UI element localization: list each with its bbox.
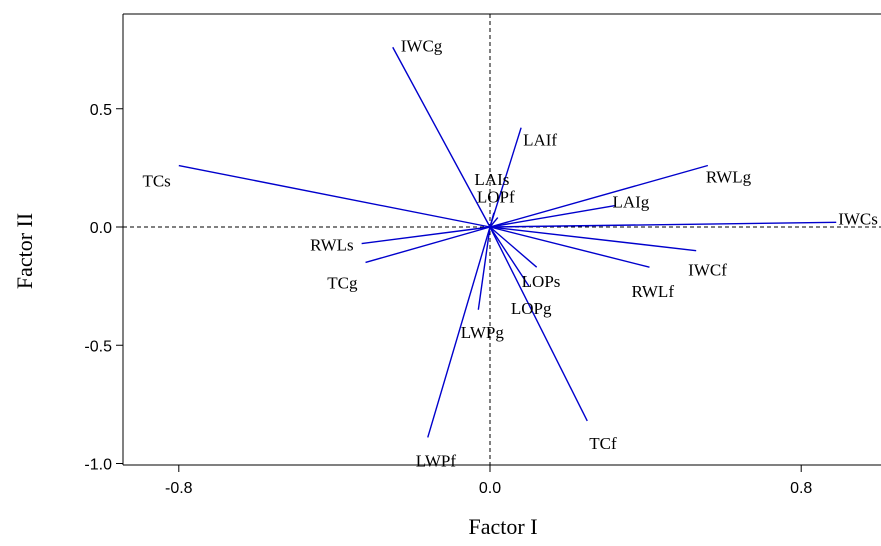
vector-TCs bbox=[178, 164, 491, 228]
vector-label-RWLs: RWLs bbox=[310, 236, 353, 255]
vector-LOPs bbox=[489, 226, 538, 268]
vector-RWLs bbox=[361, 226, 491, 245]
vector-LAIs bbox=[489, 212, 495, 228]
y-tick-label: -1.0 bbox=[84, 457, 112, 474]
vector-label-LAIf: LAIf bbox=[523, 131, 557, 150]
vector-label-LWPf: LWPf bbox=[416, 451, 457, 470]
y-tick-label: 0.5 bbox=[90, 102, 112, 119]
vector-label-LAIs: LAIs bbox=[474, 170, 509, 189]
vector-label-TCg: TCg bbox=[327, 273, 358, 292]
vector-label-LWPg: LWPg bbox=[461, 323, 505, 342]
vector-label-IWCf: IWCf bbox=[688, 261, 727, 280]
vector-RWLf bbox=[489, 226, 650, 268]
vector-label-LOPg: LOPg bbox=[511, 299, 552, 318]
vector-LWPf bbox=[427, 226, 491, 438]
vector-label-TCf: TCf bbox=[589, 434, 617, 453]
vector-RWLg bbox=[489, 164, 709, 228]
vector-LAIg bbox=[489, 205, 615, 228]
vector-label-IWCs: IWCs bbox=[838, 209, 878, 228]
x-axis-title: Factor I bbox=[468, 514, 537, 539]
axes: -0.8 0.0 0.8 -1.0 -0.5 0.0 0.5 bbox=[84, 13, 881, 497]
vector-label-TCs: TCs bbox=[142, 172, 170, 191]
x-tick-label: 0.0 bbox=[479, 480, 501, 497]
y-tick-label: -0.5 bbox=[84, 338, 112, 355]
y-axis-title: Factor II bbox=[12, 213, 37, 289]
y-tick-label: 0.0 bbox=[90, 220, 112, 237]
vector-LAIf bbox=[489, 127, 522, 228]
vector-IWCf bbox=[489, 226, 697, 252]
vector-label-LOPs: LOPs bbox=[522, 272, 561, 291]
vector-LOPf bbox=[489, 217, 499, 228]
vector-label-LOPf: LOPf bbox=[477, 188, 515, 207]
vectors bbox=[178, 46, 837, 438]
vector-label-RWLf: RWLf bbox=[631, 282, 674, 301]
vector-LWPg bbox=[477, 226, 491, 310]
vector-TCf bbox=[489, 226, 588, 422]
vector-label-RWLg: RWLg bbox=[706, 168, 752, 187]
x-tick-label: 0.8 bbox=[790, 480, 812, 497]
vector-LOPg bbox=[489, 226, 530, 287]
vector-IWCg bbox=[392, 46, 491, 228]
vector-label-LAIg: LAIg bbox=[612, 193, 649, 212]
vector-TCg bbox=[365, 226, 491, 264]
vector-label-IWCg: IWCg bbox=[401, 36, 443, 55]
vector-IWCs bbox=[489, 221, 837, 228]
x-tick-label: -0.8 bbox=[165, 480, 193, 497]
